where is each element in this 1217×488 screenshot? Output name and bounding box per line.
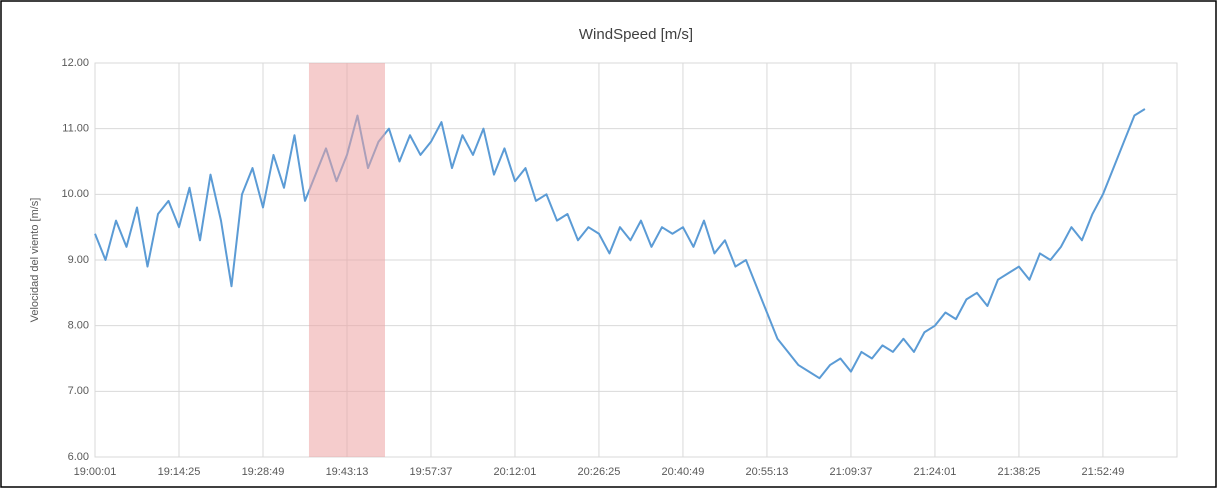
y-tick-label: 8.00 [68, 320, 89, 332]
x-tick-label: 21:38:25 [998, 466, 1041, 478]
x-tick-label: 20:55:13 [746, 466, 789, 478]
x-tick-label: 21:52:49 [1082, 466, 1125, 478]
y-tick-label: 10.00 [61, 188, 89, 200]
x-tick-label: 20:26:25 [578, 466, 621, 478]
plot-border [94, 62, 1178, 458]
y-tick-label: 11.00 [62, 123, 89, 135]
y-axis-label: Velocidad del viento [m/s] [29, 198, 41, 323]
x-tick-label: 20:12:01 [494, 466, 537, 478]
chart-title: WindSpeed [m/s] [579, 26, 693, 43]
line-series [94, 108, 1146, 380]
y-tick-label: 6.00 [68, 451, 89, 463]
x-tick-label: 19:28:49 [242, 466, 285, 478]
x-tick-label: 19:43:13 [326, 466, 369, 478]
x-tick-label: 20:40:49 [662, 466, 705, 478]
y-tick-label: 7.00 [68, 385, 89, 397]
x-tick-label: 19:00:01 [74, 466, 117, 478]
x-tick-label: 21:24:01 [914, 466, 957, 478]
x-tick-label: 19:14:25 [158, 466, 201, 478]
x-tick-label: 21:09:37 [830, 466, 873, 478]
y-tick-label: 12.00 [61, 57, 89, 69]
x-tick-label: 19:57:37 [410, 466, 453, 478]
highlight-band [308, 63, 385, 457]
y-tick-label: 9.00 [68, 254, 89, 266]
